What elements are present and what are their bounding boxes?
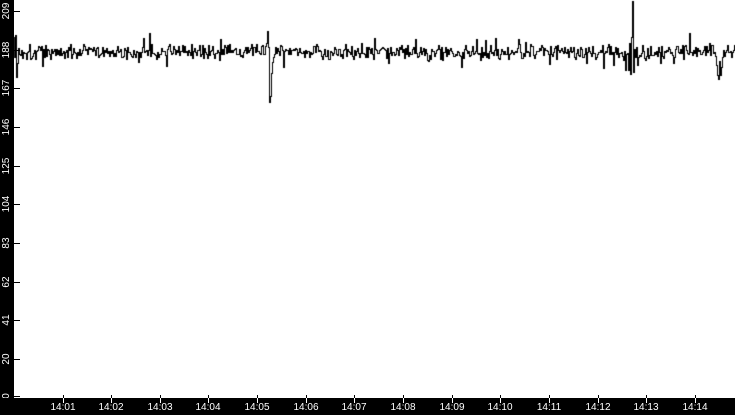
- y-tick-label: 62: [1, 276, 12, 288]
- x-tick-label: 14:01: [50, 402, 76, 413]
- x-tick-mark: [452, 398, 453, 403]
- y-tick-mark: [14, 50, 20, 51]
- y-tick-label: 125: [1, 157, 12, 175]
- x-tick-mark: [63, 398, 64, 403]
- x-tick-label: 14:13: [633, 402, 659, 413]
- x-tick-mark: [500, 398, 501, 403]
- y-tick-mark: [14, 88, 20, 89]
- x-tick-mark: [646, 398, 647, 403]
- x-tick-stub: [354, 395, 355, 398]
- y-tick-label: 209: [1, 2, 12, 20]
- x-tick-label: 14:02: [98, 402, 124, 413]
- x-tick-stub: [111, 395, 112, 398]
- x-tick-stub: [549, 395, 550, 398]
- x-tick-mark: [354, 398, 355, 403]
- x-tick-stub: [646, 395, 647, 398]
- y-tick-mark: [14, 282, 20, 283]
- y-tick-mark: [14, 166, 20, 167]
- x-tick-stub: [500, 395, 501, 398]
- y-tick-mark: [14, 204, 20, 205]
- y-tick-label: 41: [1, 314, 12, 326]
- x-tick-label: 14:12: [585, 402, 611, 413]
- y-tick-label: 188: [1, 41, 12, 59]
- x-tick-stub: [403, 395, 404, 398]
- x-tick-mark: [111, 398, 112, 403]
- x-tick-mark: [598, 398, 599, 403]
- x-tick-stub: [63, 395, 64, 398]
- x-tick-label: 14:06: [293, 402, 319, 413]
- x-tick-stub: [452, 395, 453, 398]
- x-tick-mark: [208, 398, 209, 403]
- x-tick-label: 14:09: [439, 402, 465, 413]
- y-tick-mark: [14, 243, 20, 244]
- y-tick-mark: [14, 11, 20, 12]
- x-tick-stub: [160, 395, 161, 398]
- x-tick-mark: [549, 398, 550, 403]
- x-tick-mark: [160, 398, 161, 403]
- y-tick-mark: [14, 359, 20, 360]
- x-tick-label: 14:07: [341, 402, 367, 413]
- y-tick-label: 20: [1, 353, 12, 365]
- y-tick-label: 146: [1, 118, 12, 136]
- x-tick-mark: [403, 398, 404, 403]
- y-tick-mark: [14, 320, 20, 321]
- x-tick-mark: [257, 398, 258, 403]
- x-tick-stub: [306, 395, 307, 398]
- x-tick-stub: [598, 395, 599, 398]
- x-tick-stub: [695, 395, 696, 398]
- y-tick-mark: [14, 396, 20, 397]
- x-tick-label: 14:03: [147, 402, 173, 413]
- x-tick-stub: [208, 395, 209, 398]
- y-tick-label: 83: [1, 237, 12, 249]
- x-tick-mark: [695, 398, 696, 403]
- x-tick-label: 14:04: [195, 402, 221, 413]
- y-tick-label: 167: [1, 79, 12, 97]
- y-tick-mark: [14, 127, 20, 128]
- x-tick-label: 14:08: [390, 402, 416, 413]
- x-tick-mark: [306, 398, 307, 403]
- x-tick-label: 14:10: [487, 402, 513, 413]
- x-tick-label: 14:05: [244, 402, 270, 413]
- x-tick-stub: [257, 395, 258, 398]
- x-tick-label: 14:11: [536, 402, 562, 413]
- y-tick-label: 104: [1, 195, 12, 213]
- x-tick-label: 14:14: [682, 402, 708, 413]
- x-axis: 14:01 14:02 14:03 14:04 14:05 14:06 14:07 14:08…: [0, 398, 735, 415]
- y-axis: 209 188 167 146 125 104 83 62 41 20 0: [0, 0, 14, 415]
